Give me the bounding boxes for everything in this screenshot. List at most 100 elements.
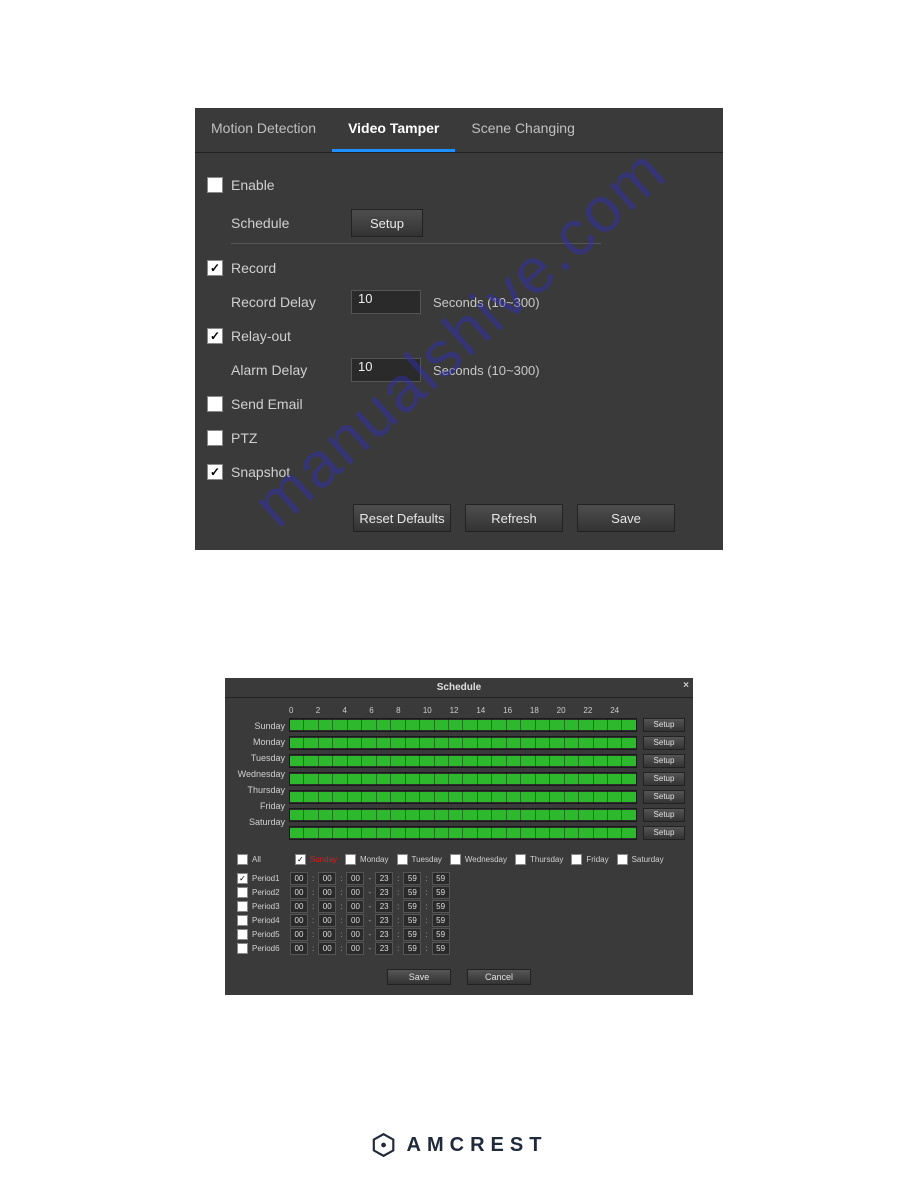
day-checkbox[interactable] — [617, 854, 628, 865]
time-box[interactable]: 00 — [346, 900, 364, 913]
time-box[interactable]: 00 — [290, 928, 308, 941]
day-checkbox[interactable] — [571, 854, 582, 865]
time-box[interactable]: 59 — [432, 914, 450, 927]
period-checkbox[interactable] — [237, 929, 248, 940]
day-checkbox[interactable] — [397, 854, 408, 865]
record-checkbox[interactable] — [207, 260, 223, 276]
relay-out-checkbox[interactable] — [207, 328, 223, 344]
time-box[interactable]: 23 — [375, 928, 393, 941]
day-checkbox[interactable] — [450, 854, 461, 865]
time-box[interactable]: 00 — [290, 886, 308, 899]
time-box[interactable]: 23 — [375, 900, 393, 913]
day-check-item[interactable]: Saturday — [617, 854, 664, 865]
schedule-cancel-button[interactable]: Cancel — [467, 969, 531, 985]
day-setup-button[interactable]: Setup — [643, 826, 685, 840]
day-check-item[interactable]: Wednesday — [450, 854, 507, 865]
schedule-bar[interactable] — [289, 718, 637, 732]
time-separator: : — [340, 916, 342, 925]
time-box[interactable]: 00 — [318, 914, 336, 927]
time-box[interactable]: 00 — [318, 942, 336, 955]
tab-video-tamper[interactable]: Video Tamper — [332, 108, 455, 152]
schedule-bar[interactable] — [289, 736, 637, 750]
day-setup-button[interactable]: Setup — [643, 754, 685, 768]
hours-axis: 024681012141618202224 — [289, 706, 637, 718]
schedule-bar[interactable] — [289, 754, 637, 768]
schedule-bar[interactable] — [289, 808, 637, 822]
time-box[interactable]: 23 — [375, 886, 393, 899]
time-box[interactable]: 59 — [403, 872, 421, 885]
period-row: Period300:00:00 - 23:59:59 — [237, 899, 681, 913]
time-box[interactable]: 59 — [403, 914, 421, 927]
all-days-checkbox[interactable] — [237, 854, 248, 865]
time-box[interactable]: 00 — [346, 872, 364, 885]
day-setup-button[interactable]: Setup — [643, 808, 685, 822]
day-check-item[interactable]: Tuesday — [397, 854, 442, 865]
close-icon[interactable]: × — [683, 680, 689, 691]
time-box[interactable]: 59 — [432, 928, 450, 941]
time-box[interactable]: 23 — [375, 942, 393, 955]
record-delay-input[interactable]: 10 — [351, 290, 421, 314]
enable-checkbox[interactable] — [207, 177, 223, 193]
time-box[interactable]: 59 — [432, 872, 450, 885]
time-box[interactable]: 00 — [290, 914, 308, 927]
period-checkbox[interactable] — [237, 943, 248, 954]
time-box[interactable]: 59 — [403, 928, 421, 941]
time-box[interactable]: 00 — [318, 872, 336, 885]
day-labels: SundayMondayTuesdayWednesdayThursdayFrid… — [233, 706, 289, 830]
time-box[interactable]: 00 — [346, 914, 364, 927]
time-separator: : — [425, 888, 427, 897]
tab-motion-detection[interactable]: Motion Detection — [195, 108, 332, 152]
time-box[interactable]: 59 — [403, 886, 421, 899]
day-check-item[interactable]: Sunday — [295, 854, 337, 865]
schedule-save-button[interactable]: Save — [387, 969, 451, 985]
schedule-bar[interactable] — [289, 826, 637, 840]
hour-tick: 6 — [369, 706, 396, 718]
schedule-bar[interactable] — [289, 790, 637, 804]
time-box[interactable]: 23 — [375, 914, 393, 927]
alarm-delay-input[interactable]: 10 — [351, 358, 421, 382]
time-box[interactable]: 59 — [403, 942, 421, 955]
time-box[interactable]: 00 — [346, 886, 364, 899]
day-setup-button[interactable]: Setup — [643, 718, 685, 732]
day-setup-button[interactable]: Setup — [643, 790, 685, 804]
day-check-item[interactable]: Thursday — [515, 854, 563, 865]
period-checkbox[interactable] — [237, 873, 248, 884]
period-checkbox[interactable] — [237, 901, 248, 912]
time-separator: : — [340, 888, 342, 897]
time-box[interactable]: 23 — [375, 872, 393, 885]
time-box[interactable]: 00 — [290, 872, 308, 885]
day-check-item[interactable]: Monday — [345, 854, 388, 865]
time-box[interactable]: 00 — [346, 942, 364, 955]
time-box[interactable]: 59 — [432, 900, 450, 913]
time-box[interactable]: 00 — [290, 900, 308, 913]
day-setup-button[interactable]: Setup — [643, 772, 685, 786]
schedule-setup-button[interactable]: Setup — [351, 209, 423, 237]
snapshot-checkbox[interactable] — [207, 464, 223, 480]
reset-defaults-button[interactable]: Reset Defaults — [353, 504, 451, 532]
time-box[interactable]: 00 — [318, 900, 336, 913]
brand-text: AMCREST — [407, 1134, 548, 1157]
all-days-item[interactable]: All — [237, 854, 261, 865]
day-check-label: Sunday — [310, 855, 337, 864]
time-box[interactable]: 59 — [432, 942, 450, 955]
schedule-bar[interactable] — [289, 772, 637, 786]
period-checkbox[interactable] — [237, 887, 248, 898]
time-box[interactable]: 59 — [432, 886, 450, 899]
day-checkbox[interactable] — [295, 854, 306, 865]
time-box[interactable]: 59 — [403, 900, 421, 913]
day-checkbox[interactable] — [345, 854, 356, 865]
day-check-item[interactable]: Friday — [571, 854, 608, 865]
time-separator: : — [312, 916, 314, 925]
time-box[interactable]: 00 — [318, 928, 336, 941]
time-box[interactable]: 00 — [318, 886, 336, 899]
refresh-button[interactable]: Refresh — [465, 504, 563, 532]
period-checkbox[interactable] — [237, 915, 248, 926]
tab-scene-changing[interactable]: Scene Changing — [455, 108, 591, 152]
send-email-checkbox[interactable] — [207, 396, 223, 412]
time-box[interactable]: 00 — [290, 942, 308, 955]
time-box[interactable]: 00 — [346, 928, 364, 941]
save-button[interactable]: Save — [577, 504, 675, 532]
day-checkbox[interactable] — [515, 854, 526, 865]
ptz-checkbox[interactable] — [207, 430, 223, 446]
day-setup-button[interactable]: Setup — [643, 736, 685, 750]
